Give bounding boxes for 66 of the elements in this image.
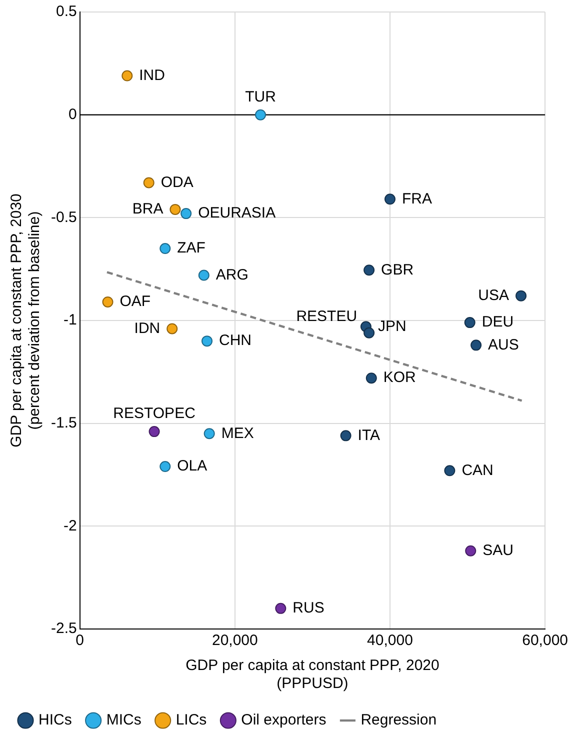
- point: [516, 290, 527, 302]
- point: [122, 70, 133, 82]
- annotation: RESTEU: [296, 308, 358, 326]
- y-tick-label: -1.5: [50, 414, 77, 432]
- point: [160, 243, 171, 254]
- annotation: BRA: [132, 200, 164, 218]
- y-tick-label: 0: [68, 106, 77, 123]
- point: [204, 428, 215, 440]
- annotation: OEURASIA: [198, 204, 276, 222]
- annotation: FRA: [402, 190, 432, 208]
- point: [470, 340, 482, 351]
- annotation: OLA: [177, 458, 208, 475]
- annotation: ODA: [160, 174, 194, 191]
- annotation: ZAF: [177, 240, 206, 257]
- annotation: USA: [478, 286, 510, 304]
- y-tick-label: 0.5: [56, 3, 77, 20]
- y-tick-label: -2: [64, 517, 77, 534]
- point: [465, 545, 476, 556]
- point: [143, 177, 154, 188]
- point: [170, 204, 181, 215]
- x-tick-label: 60,000: [522, 632, 568, 650]
- point: [384, 194, 396, 205]
- annotation: SAU: [482, 542, 514, 559]
- annotation: CAN: [462, 462, 494, 479]
- annotation: GBR: [381, 261, 414, 278]
- point: [180, 208, 192, 220]
- x-tick-label: 40,000: [367, 632, 413, 650]
- point: [364, 327, 375, 338]
- annotation: CHN: [219, 332, 252, 350]
- point: [198, 270, 210, 281]
- annotation: KOR: [383, 369, 416, 386]
- annotation: ITA: [358, 426, 380, 444]
- point: [364, 264, 375, 276]
- annotation: OAF: [120, 293, 151, 310]
- annotation: JPN: [378, 318, 406, 335]
- point: [102, 296, 114, 308]
- point: [366, 372, 377, 384]
- annotation: RESTOPEC: [113, 405, 196, 422]
- y-axis-title: GDP per capita at constant PPP, 2030 (percent deviation from baseline): [8, 194, 44, 448]
- point: [275, 602, 286, 614]
- annotation: DEU: [482, 314, 514, 331]
- x-axis-title: GDP per capita at constant PPP, 2020 (PPPUSD): [186, 657, 440, 692]
- legend-label: HICs: [38, 712, 72, 729]
- y-tick-label: -0.5: [50, 208, 77, 226]
- point: [148, 426, 160, 438]
- y-tick-label: -1: [64, 312, 77, 329]
- y-tick-label: -2.5: [50, 620, 77, 638]
- legend-label: MICs: [106, 712, 142, 729]
- legend-label: Oil exporters: [241, 712, 326, 729]
- point: [255, 109, 266, 120]
- legend-label: Regression: [360, 712, 437, 729]
- point: [340, 430, 352, 442]
- point: [202, 336, 213, 347]
- annotation: IND: [139, 66, 166, 84]
- point: [464, 317, 476, 328]
- annotation: TUR: [245, 88, 276, 106]
- annotation: RUS: [292, 600, 324, 617]
- point: [166, 323, 178, 334]
- annotation: ARG: [216, 266, 248, 284]
- point: [160, 461, 171, 472]
- annotation: IDN: [134, 320, 160, 337]
- x-tick-label: 20,000: [212, 632, 258, 650]
- annotation: AUS: [488, 336, 519, 354]
- legend-label: LICs: [176, 712, 207, 729]
- point: [444, 465, 456, 476]
- annotation: MEX: [221, 424, 254, 442]
